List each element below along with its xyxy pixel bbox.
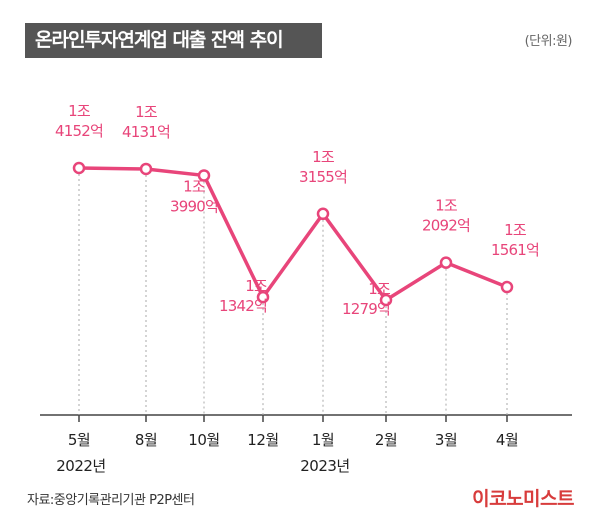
data-label-2: 1조 3990억 xyxy=(170,177,218,215)
data-label-line: 1조 xyxy=(245,277,268,295)
data-label-line: 4152억 xyxy=(55,122,103,140)
data-label-4: 1조 3155억 xyxy=(299,148,347,186)
data-label-line: 3990억 xyxy=(170,197,218,215)
title-bar: 온라인투자연계업 대출 잔액 추이 xyxy=(25,23,322,58)
year-label-0: 2022년 xyxy=(56,457,105,475)
data-label-7: 1조 1561억 xyxy=(491,221,539,259)
x-tick-label-1: 8월 xyxy=(135,431,157,449)
data-label-line: 1조 xyxy=(68,102,91,120)
unit-label: (단위:원) xyxy=(524,34,573,49)
data-label-line: 1조 xyxy=(504,221,527,239)
data-label-0: 1조 4152억 xyxy=(55,102,103,140)
data-point-6 xyxy=(439,256,453,269)
line-chart: 5월 8월 10월 12월 1월 2월 3월 4월 2022년 2023년 1조 4152억 1조 413… xyxy=(40,102,572,475)
data-label-5: 1조 1279억 xyxy=(342,280,391,318)
data-label-line: 3155억 xyxy=(299,168,347,186)
x-tick-label-2: 10월 xyxy=(188,431,219,449)
series-line xyxy=(78,166,508,302)
chart-title: 온라인투자연계업 대출 잔액 추이 xyxy=(35,29,284,51)
data-label-line: 1조 xyxy=(368,280,391,298)
data-label-line: 1조 xyxy=(435,197,458,215)
x-tick-label-5: 2월 xyxy=(375,431,397,449)
data-point-1 xyxy=(139,162,153,176)
data-label-line: 1조 xyxy=(135,103,158,121)
data-label-line: 1279억 xyxy=(342,300,390,318)
data-label-3: 1조 1342억 xyxy=(219,277,268,315)
data-point-7 xyxy=(500,280,514,294)
year-label-1: 2023년 xyxy=(300,457,349,475)
data-label-line: 2092억 xyxy=(422,217,470,235)
source-note: 자료:중앙기록관리기관 P2P센터 xyxy=(27,493,195,508)
data-label-line: 1조 xyxy=(312,148,335,166)
data-point-5 xyxy=(379,293,393,307)
data-label-6: 1조 2092억 xyxy=(422,197,470,235)
x-tick-label-3: 12월 xyxy=(247,431,278,449)
data-label-line: 1조 xyxy=(183,177,206,195)
data-point-4 xyxy=(316,207,330,221)
x-tick-label-4: 1월 xyxy=(312,431,334,449)
data-label-1: 1조 4131억 xyxy=(122,103,170,141)
data-label-line: 1342억 xyxy=(219,297,267,315)
data-point-2 xyxy=(197,169,211,182)
data-point-3 xyxy=(256,290,270,304)
data-label-line: 1561억 xyxy=(491,241,539,259)
data-label-line: 4131억 xyxy=(122,123,170,141)
brand-logo: 이코노미스트 xyxy=(472,488,574,510)
data-point-0 xyxy=(72,161,86,175)
x-tick-label-0: 5월 xyxy=(68,431,90,449)
x-tick-label-7: 4월 xyxy=(496,431,518,449)
x-tick-label-6: 3월 xyxy=(435,431,457,449)
